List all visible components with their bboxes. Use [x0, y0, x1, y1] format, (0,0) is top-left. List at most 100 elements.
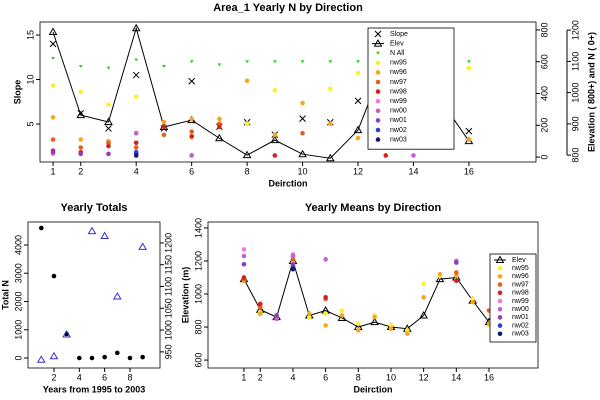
point — [49, 40, 57, 48]
x-tick-label: 8 — [245, 166, 250, 176]
point — [274, 313, 279, 318]
point — [189, 60, 194, 64]
legend-label: nw99 — [390, 98, 407, 105]
point — [339, 313, 345, 318]
point — [337, 313, 347, 321]
x-tick-label: 14 — [408, 166, 418, 176]
x-tick-label: 12 — [353, 166, 363, 176]
legend-marker — [497, 331, 503, 337]
legend-marker — [375, 79, 381, 85]
point — [217, 124, 222, 130]
point — [306, 311, 312, 317]
legend-label: nw96 — [512, 273, 529, 280]
point — [217, 63, 222, 67]
x-tick-label: 8 — [127, 372, 132, 382]
y-tick-label: 1200 — [163, 233, 173, 253]
y-tick-label: 1100 — [163, 277, 173, 296]
point — [49, 351, 59, 360]
series-line — [243, 259, 490, 330]
point — [78, 64, 83, 68]
legend-label: N All — [390, 50, 405, 57]
point — [323, 257, 328, 262]
plot-frame — [207, 221, 539, 369]
legend-label: nw99 — [512, 298, 529, 305]
point — [131, 23, 141, 32]
point — [140, 354, 145, 360]
x-tick-label: 1 — [51, 166, 56, 176]
legend-label: nw95 — [512, 265, 529, 272]
point — [106, 102, 111, 107]
legend-label: nw03 — [390, 136, 407, 143]
point — [290, 253, 296, 259]
legend-label: Elev — [390, 40, 404, 47]
point — [323, 295, 328, 300]
legend-label: nw98 — [512, 290, 529, 297]
x-tick-label: 16 — [484, 372, 494, 382]
point — [51, 273, 57, 279]
point — [274, 316, 279, 322]
point — [133, 140, 139, 146]
legend-marker — [495, 255, 505, 263]
point — [323, 311, 328, 317]
x-tick-label: 6 — [189, 166, 194, 176]
y-tick-label: 1000 — [13, 320, 23, 340]
y-tick-label: 10 — [25, 74, 35, 84]
point — [355, 321, 361, 327]
point — [138, 242, 148, 250]
point — [133, 130, 139, 136]
legend-marker — [375, 118, 381, 123]
legend-label: nw03 — [512, 331, 529, 338]
point — [300, 60, 305, 64]
point — [383, 153, 389, 158]
plot-frame — [27, 221, 161, 369]
point — [388, 326, 394, 331]
point — [78, 89, 84, 95]
point — [272, 60, 277, 64]
legend-label: nw97 — [512, 281, 529, 288]
point — [328, 60, 333, 64]
point — [134, 58, 139, 62]
point — [133, 153, 139, 158]
point — [454, 273, 459, 279]
point — [437, 271, 443, 277]
y-axis-label: Slope — [12, 80, 22, 105]
point — [257, 311, 263, 317]
y-tick-label: 950 — [163, 344, 173, 359]
point — [290, 261, 296, 267]
point — [50, 150, 56, 155]
point — [290, 257, 296, 262]
point — [272, 132, 278, 138]
point — [89, 355, 95, 361]
point — [465, 127, 473, 135]
y-tick-label: 800 — [539, 22, 549, 37]
point — [411, 153, 416, 158]
point — [241, 261, 247, 267]
point — [78, 145, 84, 150]
point — [454, 278, 459, 284]
chart-title: Area_1 Yearly N by Direction — [213, 2, 363, 14]
y-tick-label: 800 — [193, 320, 203, 335]
legend-label: nw96 — [390, 69, 407, 76]
x-tick-label: 10 — [298, 166, 308, 176]
point — [50, 115, 56, 120]
point — [244, 78, 250, 84]
y-tick-label: 1100 — [570, 52, 580, 71]
legend-marker — [375, 108, 381, 114]
legend-label: nw95 — [390, 60, 407, 67]
y-axis-label: Elevation (m) — [180, 267, 190, 324]
legend-marker — [374, 30, 382, 38]
legend-label: nw02 — [390, 127, 407, 134]
point — [127, 355, 133, 361]
point — [421, 295, 426, 300]
point — [325, 153, 335, 162]
legend-label: nw98 — [390, 88, 407, 95]
plot-frame — [39, 21, 537, 163]
x-tick-label: 6 — [323, 372, 328, 382]
x-tick-label: 4 — [77, 372, 82, 382]
point — [355, 135, 361, 141]
point — [339, 308, 345, 313]
point — [245, 60, 250, 64]
point — [39, 225, 44, 231]
legend-label: nw01 — [390, 117, 407, 124]
point — [405, 331, 410, 336]
